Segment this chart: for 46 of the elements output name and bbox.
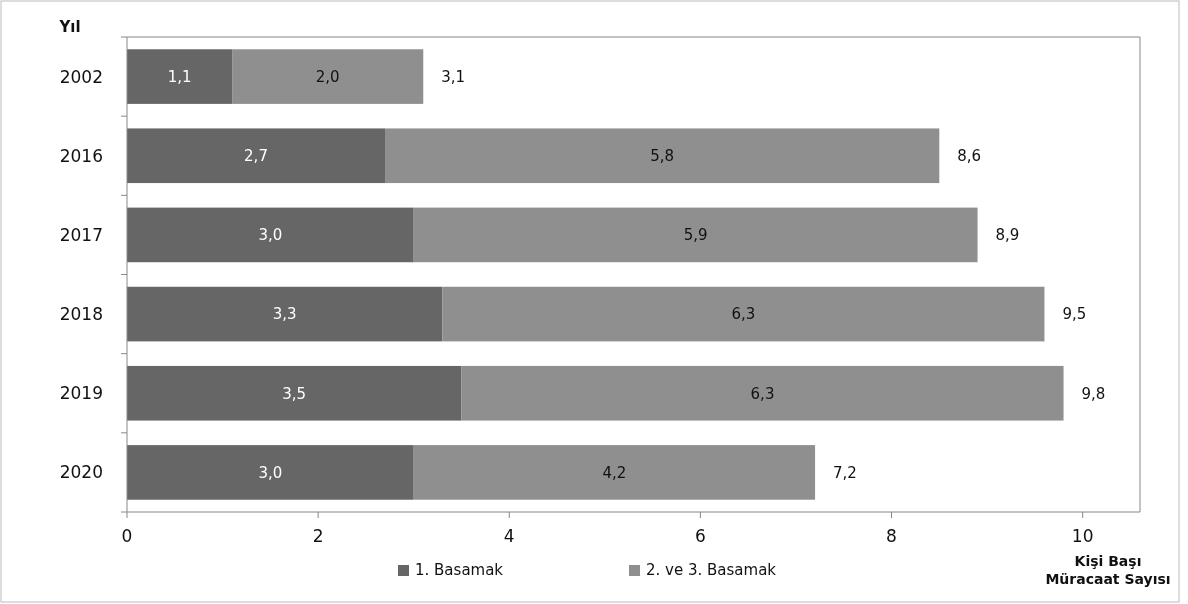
bar — [461, 365, 1064, 421]
y-axis-title: Yıl — [58, 18, 81, 36]
total-label: 7,2 — [833, 463, 857, 482]
total-label: 9,5 — [1062, 305, 1087, 324]
data-label: 4,2 — [602, 463, 627, 482]
bar — [127, 365, 462, 421]
total-label: 8,6 — [957, 147, 982, 165]
x-tick-label: 8 — [886, 526, 897, 546]
data-label: 6,3 — [731, 305, 756, 324]
data-label: 5,8 — [650, 147, 675, 165]
x-axis-title: Kişi Başı Müracaat Sayısı — [1045, 553, 1171, 588]
legend-label: 1. Basamak — [415, 561, 504, 579]
data-label: 3,3 — [272, 305, 297, 324]
y-tick-label: 2019 — [59, 383, 103, 404]
x-tick-label: 4 — [503, 526, 515, 546]
bar — [442, 286, 1045, 342]
y-tick-label: 2016 — [59, 145, 103, 166]
bar — [413, 207, 978, 263]
data-label: 2,0 — [315, 67, 340, 86]
x-tick-label: 0 — [121, 526, 133, 546]
legend-label: 2. ve 3. Basamak — [646, 561, 777, 579]
bar — [385, 128, 940, 184]
bar — [127, 128, 386, 184]
bar — [413, 445, 816, 500]
data-label: 3,5 — [282, 384, 307, 403]
y-tick-label: 2017 — [59, 224, 103, 245]
x-tick-label: 6 — [694, 526, 706, 546]
total-label: 9,8 — [1081, 384, 1106, 403]
y-tick-label: 2018 — [59, 304, 103, 325]
data-label: 3,0 — [258, 463, 283, 482]
data-label: 3,0 — [258, 226, 283, 245]
bar — [127, 49, 233, 104]
bar — [127, 445, 414, 500]
bar — [127, 286, 443, 342]
bar — [127, 207, 414, 263]
total-label: 8,9 — [995, 226, 1020, 245]
data-label: 5,9 — [683, 226, 708, 245]
y-tick-label: 2002 — [59, 66, 103, 87]
bar — [232, 49, 424, 104]
x-tick-label: 10 — [1071, 526, 1094, 546]
data-label: 6,3 — [750, 384, 775, 403]
data-label: 2,7 — [244, 147, 268, 165]
y-tick-label: 2020 — [59, 462, 103, 483]
data-label: 1,1 — [167, 67, 192, 86]
total-label: 3,1 — [441, 67, 466, 86]
x-tick-label: 2 — [312, 526, 324, 546]
